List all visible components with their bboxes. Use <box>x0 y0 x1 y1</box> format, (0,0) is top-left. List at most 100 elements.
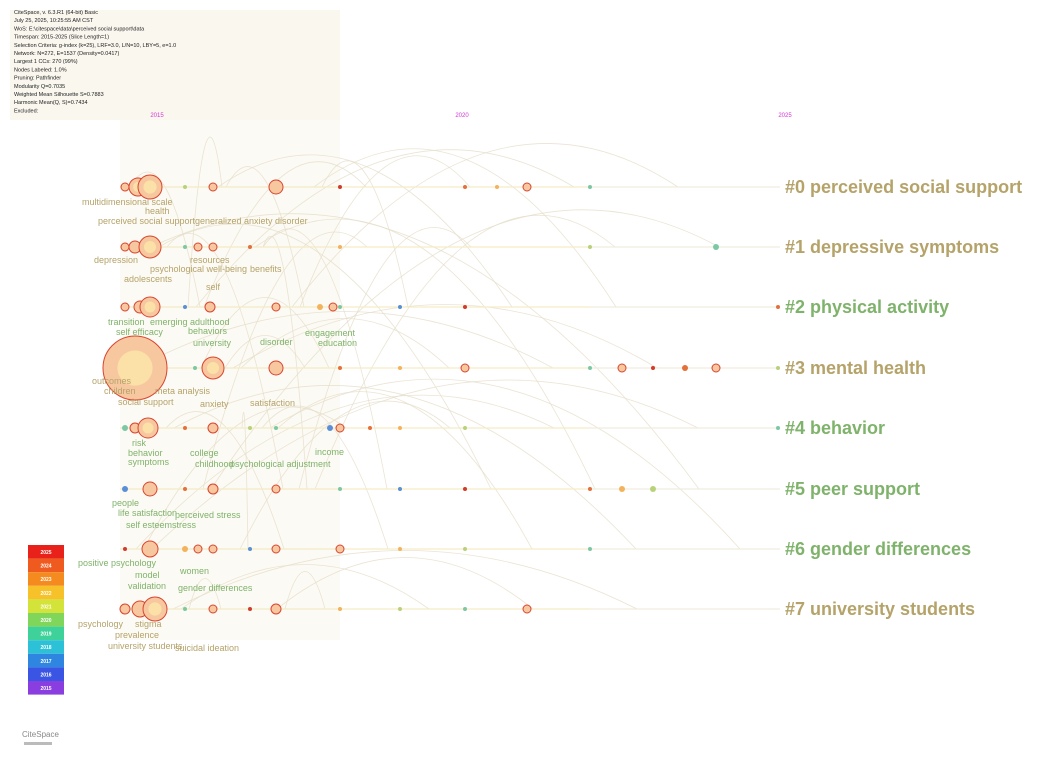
node-ring <box>460 363 470 373</box>
node <box>338 305 342 309</box>
header-line: Nodes Labeled: 1.0% <box>14 67 67 73</box>
legend-swatch <box>28 613 64 627</box>
node <box>183 607 187 611</box>
arc <box>321 160 409 308</box>
node <box>183 487 187 491</box>
arc <box>239 400 451 550</box>
node <box>123 547 127 551</box>
node <box>338 366 342 370</box>
node <box>183 426 187 430</box>
node-label: engagement <box>305 328 356 338</box>
node-label: depression <box>94 255 138 265</box>
node <box>122 486 128 492</box>
node-label: life satisfaction <box>118 508 177 518</box>
legend-year: 2020 <box>40 618 51 624</box>
node-ring <box>268 360 284 376</box>
node-label: university <box>193 338 232 348</box>
node <box>183 245 187 249</box>
node-label: childhood <box>195 459 234 469</box>
header-line: Modularity Q=0.7035 <box>14 84 65 90</box>
legend-swatch <box>28 681 64 695</box>
node-label: perceived social support <box>98 216 196 226</box>
node-label: health <box>145 206 170 216</box>
legend-swatch <box>28 545 64 559</box>
cluster-label: #5 peer support <box>785 479 920 499</box>
node-ring <box>271 544 281 554</box>
node <box>122 425 128 431</box>
header-line: Selection Criteria: g-index (k=25), LRF=… <box>14 43 176 49</box>
node-core <box>206 361 220 375</box>
node-label: suicidal ideation <box>175 643 239 653</box>
legend-swatch <box>28 572 64 586</box>
node-ring <box>141 540 159 558</box>
node-ring <box>193 242 203 252</box>
header-line: WoS: E:\citespace\data\perceived social … <box>14 26 145 32</box>
node-ring <box>120 242 130 252</box>
header-line: Weighted Mean Silhouette S=0.7883 <box>14 92 104 98</box>
node-ring <box>617 363 627 373</box>
arc <box>195 149 575 308</box>
node <box>463 185 467 189</box>
arc <box>299 155 471 308</box>
legend-year: 2015 <box>40 686 51 692</box>
node <box>463 607 467 611</box>
arc <box>276 557 534 610</box>
node-ring <box>335 423 345 433</box>
arc <box>187 136 223 308</box>
legend-swatch <box>28 653 64 668</box>
node-label: positive psychology <box>78 558 157 568</box>
node-label: generalized anxiety disorder <box>195 216 308 226</box>
node-label: university students <box>108 641 183 651</box>
arc <box>291 143 679 308</box>
node-label: behaviors <box>188 326 228 336</box>
node-label: psychology <box>78 619 124 629</box>
arc <box>136 311 554 369</box>
arc <box>165 411 285 550</box>
node <box>338 607 342 611</box>
legend-swatch <box>28 599 64 613</box>
node-label: psychological well-being <box>150 264 247 274</box>
node <box>651 366 655 370</box>
node-label: emerging adulthood <box>150 317 230 327</box>
node-ring <box>271 484 281 494</box>
arc <box>262 235 308 490</box>
arc <box>143 406 347 550</box>
node-label: college <box>190 448 219 458</box>
node-label: resources <box>190 255 230 265</box>
node <box>327 425 333 431</box>
arc <box>151 379 699 550</box>
node <box>588 547 592 551</box>
header-line: Pruning: Pathfinder <box>14 76 61 82</box>
node-label: children <box>104 386 136 396</box>
node <box>248 547 252 551</box>
node <box>463 426 467 430</box>
node-ring <box>268 179 284 195</box>
node-ring <box>328 302 338 312</box>
arc <box>180 564 430 610</box>
arc <box>203 161 367 308</box>
node-ring <box>711 363 721 373</box>
node-label: validation <box>128 581 166 591</box>
header-line: CiteSpace, v. 6.3.R1 (64-bit) Basic <box>14 10 98 16</box>
arc <box>313 148 617 308</box>
legend-swatch <box>28 626 64 641</box>
node <box>619 486 625 492</box>
node-label: psychological adjustment <box>230 459 331 469</box>
node <box>398 487 402 491</box>
node <box>338 245 342 249</box>
legend-year: 2024 <box>40 564 51 570</box>
node-label: anxiety <box>200 399 229 409</box>
arc <box>262 228 388 490</box>
node-core <box>144 301 156 313</box>
arc <box>217 154 513 308</box>
node-core <box>143 240 157 254</box>
node <box>398 366 402 370</box>
arc <box>277 391 533 550</box>
legend-swatch <box>28 640 64 654</box>
legend-swatch <box>28 558 64 573</box>
node <box>248 426 252 430</box>
node <box>463 487 467 491</box>
node <box>588 366 592 370</box>
node <box>776 305 780 309</box>
node-label: people <box>112 498 139 508</box>
